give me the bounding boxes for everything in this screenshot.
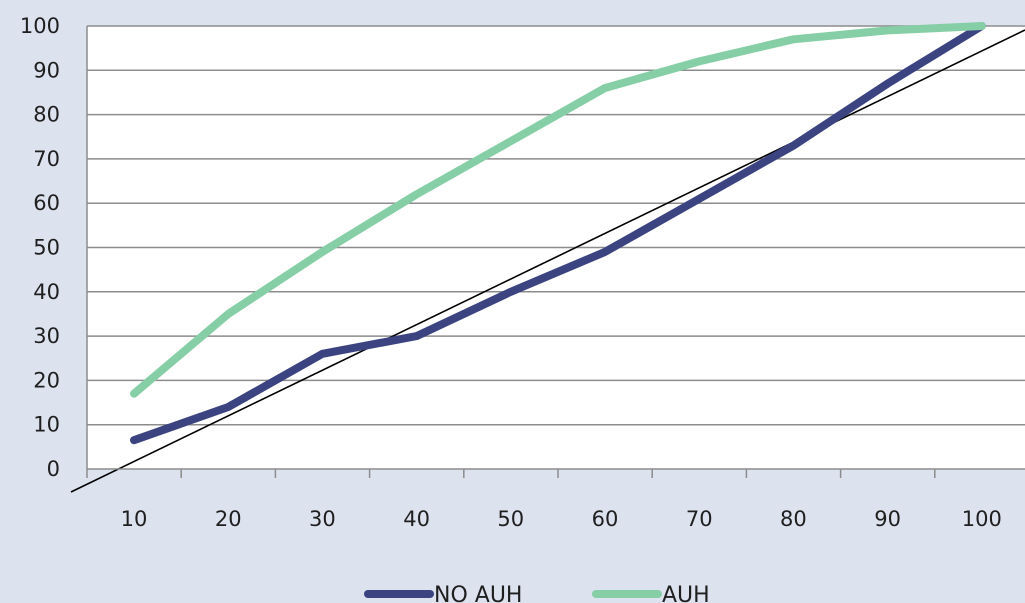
y-tick-label: 90 [33, 58, 60, 82]
data-point [131, 390, 137, 397]
y-tick-label: 0 [47, 457, 60, 481]
data-point [413, 333, 420, 340]
data-point [884, 27, 891, 34]
x-tick-label: 60 [592, 507, 619, 531]
data-point [696, 195, 703, 202]
y-tick-label: 30 [33, 324, 60, 348]
x-tick-label: 90 [874, 507, 901, 531]
data-point [884, 80, 891, 87]
y-tick-label: 60 [33, 191, 60, 215]
y-tick-label: 50 [33, 236, 60, 260]
x-tick-label: 40 [403, 507, 430, 531]
series-line [130, 22, 986, 398]
data-point [790, 142, 797, 149]
x-tick-label: 50 [497, 507, 524, 531]
y-tick-label: 20 [33, 368, 60, 392]
data-point [602, 248, 608, 255]
data-point [790, 36, 797, 43]
data-point [507, 288, 514, 295]
x-tick-label: 20 [215, 507, 242, 531]
data-point [507, 138, 514, 145]
data-point [225, 403, 232, 410]
data-point [978, 23, 985, 29]
data-point [131, 437, 137, 444]
x-tick-label: 10 [121, 507, 148, 531]
data-point [602, 85, 608, 92]
data-point [319, 248, 326, 255]
legend-label: NO AUH [434, 583, 522, 603]
x-tick-label: 70 [686, 507, 713, 531]
data-point [225, 310, 232, 317]
legend-label: AUH [662, 583, 710, 603]
data-point [413, 191, 420, 198]
y-tick-label: 10 [33, 413, 60, 437]
y-tick-label: 100 [20, 14, 60, 38]
data-point [696, 58, 703, 65]
data-point [319, 350, 326, 357]
reference-line [70, 29, 1025, 493]
x-tick-label: 30 [309, 507, 336, 531]
x-tick-label: 80 [780, 507, 807, 531]
series-line [130, 22, 986, 445]
y-tick-label: 70 [33, 147, 60, 171]
y-tick-label: 40 [33, 280, 60, 304]
y-tick-label: 80 [33, 103, 60, 127]
x-tick-label: 100 [962, 507, 1002, 531]
